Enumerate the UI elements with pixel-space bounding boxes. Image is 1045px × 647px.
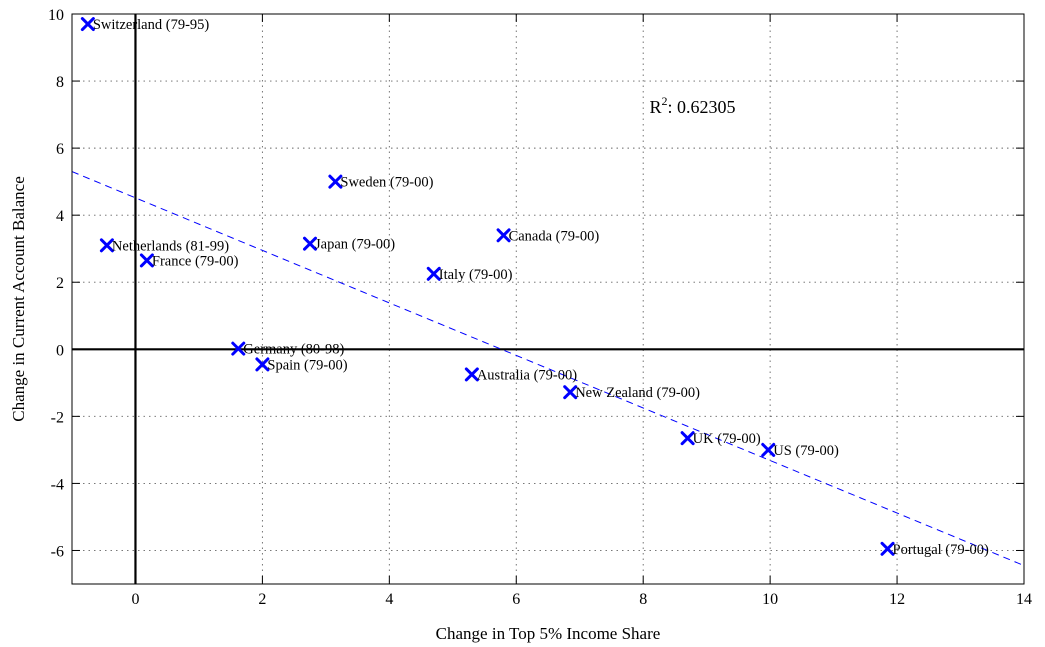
x-tick-label: 14 — [1016, 591, 1032, 608]
x-tick-label: 6 — [512, 591, 520, 608]
grid-layer — [72, 14, 1024, 584]
data-point-stroke — [139, 253, 154, 268]
y-tick-label: 10 — [48, 7, 64, 24]
tick-marks-layer — [72, 13, 1025, 584]
data-point — [231, 341, 246, 356]
data-point — [761, 442, 776, 457]
data-point-stroke — [761, 442, 776, 457]
y-tick-label: 6 — [56, 141, 64, 158]
data-point-stroke — [680, 431, 695, 446]
x-tick-label: 12 — [889, 591, 905, 608]
data-point-label: Switzerland (79-95) — [93, 17, 210, 33]
data-point — [139, 253, 154, 268]
data-point — [880, 541, 895, 556]
data-point-label: US (79-00) — [773, 443, 839, 459]
zero-axes-layer — [72, 14, 1024, 584]
data-point-label: Italy (79-00) — [439, 267, 513, 283]
data-point-label: Spain (79-00) — [267, 357, 347, 373]
data-point — [255, 357, 270, 372]
x-axis-title: Change in Top 5% Income Share — [436, 624, 661, 643]
data-point-stroke — [464, 367, 479, 382]
y-tick-label: -6 — [51, 543, 64, 560]
data-point-label: Sweden (79-00) — [340, 175, 433, 191]
data-point-stroke — [880, 541, 895, 556]
x-tick-label: 10 — [762, 591, 778, 608]
data-point — [680, 431, 695, 446]
data-point-stroke — [328, 174, 343, 189]
data-point-label: New Zealand (79-00) — [575, 385, 700, 401]
r-squared-value: : 0.62305 — [668, 97, 736, 117]
data-point-label: Canada (79-00) — [509, 228, 600, 244]
x-tick-labels: 0 2 4 6 8 10 12 14 — [131, 591, 1032, 608]
r-squared-annotation: R2: 0.62305 — [650, 94, 736, 117]
data-point — [99, 238, 114, 253]
regression-line — [71, 171, 1025, 567]
y-tick-label: 4 — [56, 208, 64, 225]
r-squared-superscript: 2 — [662, 94, 668, 108]
regression-layer — [71, 171, 1025, 567]
data-point-label: France (79-00) — [152, 253, 239, 269]
data-point — [303, 236, 317, 251]
points-layer — [80, 17, 895, 556]
data-point — [563, 385, 578, 400]
data-point — [328, 174, 343, 189]
data-point-stroke — [563, 385, 578, 400]
data-point-stroke — [496, 228, 511, 243]
data-point-stroke — [255, 357, 270, 372]
x-tick-label: 4 — [385, 591, 393, 608]
y-tick-label: -2 — [51, 409, 64, 426]
y-tick-label: 0 — [56, 342, 64, 359]
data-point-stroke — [426, 266, 441, 281]
data-point — [80, 17, 95, 32]
data-point-label: Australia (79-00) — [477, 367, 577, 383]
data-point-stroke — [303, 236, 317, 251]
data-point-label: UK (79-00) — [693, 431, 761, 447]
data-point-stroke — [99, 238, 114, 253]
point-labels-layer: Switzerland (79-95) Netherlands (81-99)Fr… — [93, 17, 989, 558]
data-point-stroke — [231, 341, 246, 356]
data-point — [426, 266, 441, 281]
plot-frame — [71, 13, 1025, 585]
data-point — [464, 367, 479, 382]
data-point — [496, 228, 511, 243]
data-point-label: Netherlands (81-99) — [112, 238, 229, 254]
data-point-label: Germany (80-98) — [243, 342, 344, 358]
x-tick-label: 0 — [131, 591, 139, 608]
y-tick-labels: -6 -4 -2 0 2 4 6 8 10 — [48, 7, 64, 560]
data-point-label: Portugal (79-00) — [893, 542, 989, 558]
data-point-label: Japan (79-00) — [315, 237, 395, 253]
y-tick-label: 8 — [56, 74, 64, 91]
x-tick-label: 8 — [639, 591, 647, 608]
y-tick-label: -4 — [51, 476, 64, 493]
data-point-stroke — [80, 17, 95, 32]
y-axis-title: Change in Current Account Balance — [9, 176, 28, 421]
x-tick-label: 2 — [258, 591, 266, 608]
r-squared-symbol: R — [650, 97, 662, 117]
y-tick-label: 2 — [56, 275, 64, 292]
